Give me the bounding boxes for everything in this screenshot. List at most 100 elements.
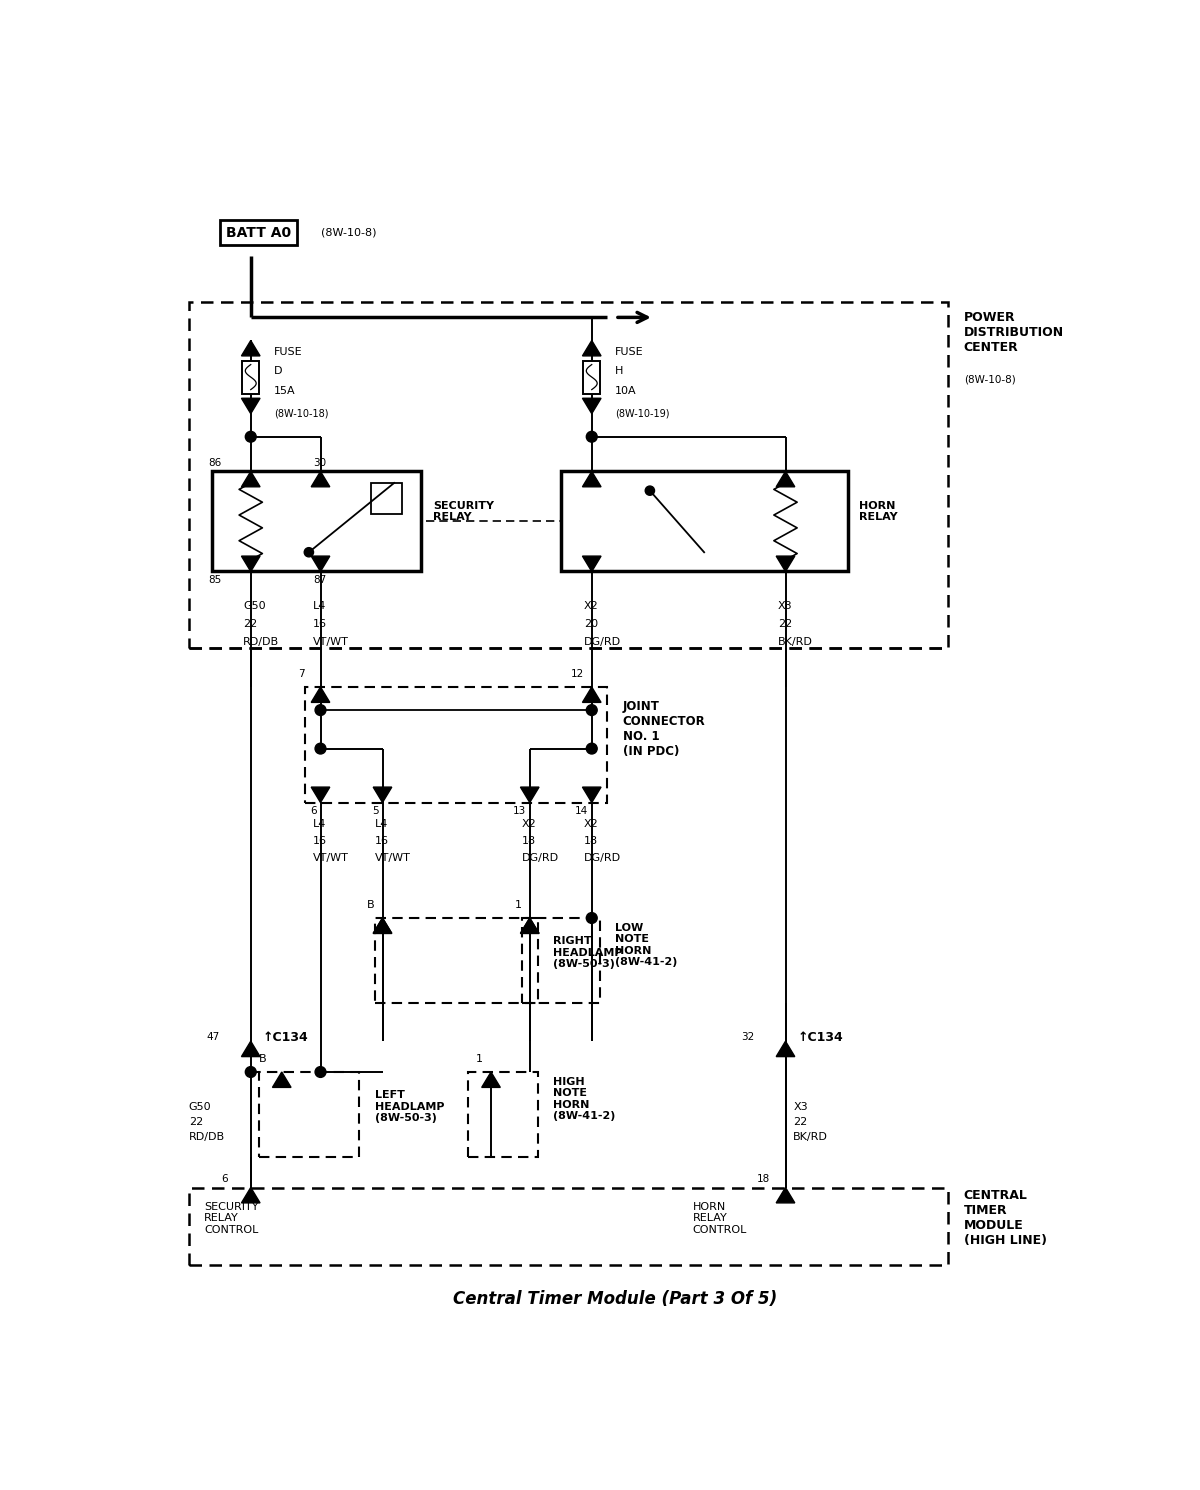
Bar xyxy=(374,918,538,1003)
Text: ↑C134: ↑C134 xyxy=(263,1031,308,1044)
Text: Central Timer Module (Part 3 Of 5): Central Timer Module (Part 3 Of 5) xyxy=(452,1290,778,1308)
Bar xyxy=(468,1071,538,1156)
Text: L4: L4 xyxy=(374,820,388,828)
Bar xyxy=(258,1071,359,1156)
Polygon shape xyxy=(241,398,260,414)
Text: (8W-10-8): (8W-10-8) xyxy=(320,228,376,238)
Polygon shape xyxy=(582,687,601,702)
Text: DG/RD: DG/RD xyxy=(584,852,622,863)
Polygon shape xyxy=(311,787,330,803)
Text: (8W-10-8): (8W-10-8) xyxy=(964,374,1015,384)
Text: BATT A0: BATT A0 xyxy=(226,225,292,240)
Polygon shape xyxy=(582,341,601,356)
Polygon shape xyxy=(311,471,330,487)
Text: VT/WT: VT/WT xyxy=(313,636,349,647)
Text: 87: 87 xyxy=(313,575,326,586)
Polygon shape xyxy=(776,1042,794,1056)
Text: 18: 18 xyxy=(757,1174,770,1183)
Text: (8W-10-18): (8W-10-18) xyxy=(274,408,329,419)
Text: LEFT
HEADLAMP
(8W-50-3): LEFT HEADLAMP (8W-50-3) xyxy=(374,1091,444,1123)
Text: 20: 20 xyxy=(584,618,598,629)
Bar xyxy=(522,918,600,1003)
Polygon shape xyxy=(373,918,391,933)
Text: 1: 1 xyxy=(515,900,522,910)
Text: CENTRAL
TIMER
MODULE
(HIGH LINE): CENTRAL TIMER MODULE (HIGH LINE) xyxy=(964,1189,1046,1247)
Text: 14: 14 xyxy=(575,806,588,817)
Text: RD/DB: RD/DB xyxy=(188,1132,224,1143)
Text: SECURITY
RELAY
CONTROL: SECURITY RELAY CONTROL xyxy=(204,1202,259,1235)
Polygon shape xyxy=(311,687,330,702)
Bar xyxy=(371,483,402,514)
Text: 16: 16 xyxy=(313,618,326,629)
Bar xyxy=(188,1188,948,1265)
Text: SECURITY
RELAY: SECURITY RELAY xyxy=(433,501,494,522)
Polygon shape xyxy=(373,787,391,803)
Text: 30: 30 xyxy=(313,457,326,468)
Text: 18: 18 xyxy=(584,836,598,846)
Text: B: B xyxy=(258,1055,266,1064)
Polygon shape xyxy=(776,471,794,487)
Text: D: D xyxy=(274,367,282,377)
Bar xyxy=(188,302,948,648)
Text: B: B xyxy=(367,900,374,910)
Bar xyxy=(583,361,600,393)
Text: 6: 6 xyxy=(221,1174,228,1183)
Polygon shape xyxy=(373,918,391,933)
Text: VT/WT: VT/WT xyxy=(313,852,349,863)
Polygon shape xyxy=(521,918,539,933)
Text: 5: 5 xyxy=(372,806,379,817)
Circle shape xyxy=(245,432,256,443)
Polygon shape xyxy=(241,1188,260,1202)
Circle shape xyxy=(587,432,598,443)
Circle shape xyxy=(316,744,326,754)
Circle shape xyxy=(646,486,654,495)
Circle shape xyxy=(587,744,598,754)
Text: X2: X2 xyxy=(584,600,599,611)
Polygon shape xyxy=(582,787,601,803)
Text: HORN
RELAY
CONTROL: HORN RELAY CONTROL xyxy=(692,1202,746,1235)
Text: 13: 13 xyxy=(512,806,526,817)
Text: 1: 1 xyxy=(475,1055,482,1064)
Polygon shape xyxy=(272,1071,292,1088)
Text: 47: 47 xyxy=(206,1033,220,1043)
Text: L4: L4 xyxy=(313,820,326,828)
Text: DG/RD: DG/RD xyxy=(584,636,622,647)
Circle shape xyxy=(587,705,598,715)
Polygon shape xyxy=(311,556,330,572)
Text: 15A: 15A xyxy=(274,386,295,395)
Polygon shape xyxy=(241,471,260,487)
Text: X2: X2 xyxy=(522,820,536,828)
Text: BK/RD: BK/RD xyxy=(793,1132,828,1143)
Text: 12: 12 xyxy=(571,669,584,679)
Text: 86: 86 xyxy=(208,457,221,468)
Text: X2: X2 xyxy=(584,820,599,828)
Polygon shape xyxy=(582,398,601,414)
Bar xyxy=(305,687,607,803)
Circle shape xyxy=(305,548,313,557)
Text: HIGH
NOTE
HORN
(8W-41-2): HIGH NOTE HORN (8W-41-2) xyxy=(553,1077,616,1122)
Text: H: H xyxy=(616,367,623,377)
Text: G50: G50 xyxy=(188,1101,211,1112)
Polygon shape xyxy=(521,918,539,933)
Text: VT/WT: VT/WT xyxy=(374,852,410,863)
Text: 16: 16 xyxy=(313,836,326,846)
Text: POWER
DISTRIBUTION
CENTER: POWER DISTRIBUTION CENTER xyxy=(964,311,1064,355)
Text: 22: 22 xyxy=(242,618,257,629)
Text: 6: 6 xyxy=(310,806,317,817)
Text: X3: X3 xyxy=(793,1101,808,1112)
Circle shape xyxy=(316,1067,326,1077)
Text: 22: 22 xyxy=(188,1118,203,1126)
Text: L4: L4 xyxy=(313,600,326,611)
Text: 10A: 10A xyxy=(616,386,637,395)
Polygon shape xyxy=(241,1042,260,1056)
Text: FUSE: FUSE xyxy=(616,347,643,358)
Polygon shape xyxy=(776,556,794,572)
Bar xyxy=(212,471,421,572)
Text: RD/DB: RD/DB xyxy=(242,636,280,647)
Text: 7: 7 xyxy=(299,669,305,679)
Polygon shape xyxy=(582,471,601,487)
Text: 32: 32 xyxy=(742,1033,755,1043)
Circle shape xyxy=(587,912,598,924)
Polygon shape xyxy=(241,341,260,356)
Text: X3: X3 xyxy=(778,600,792,611)
